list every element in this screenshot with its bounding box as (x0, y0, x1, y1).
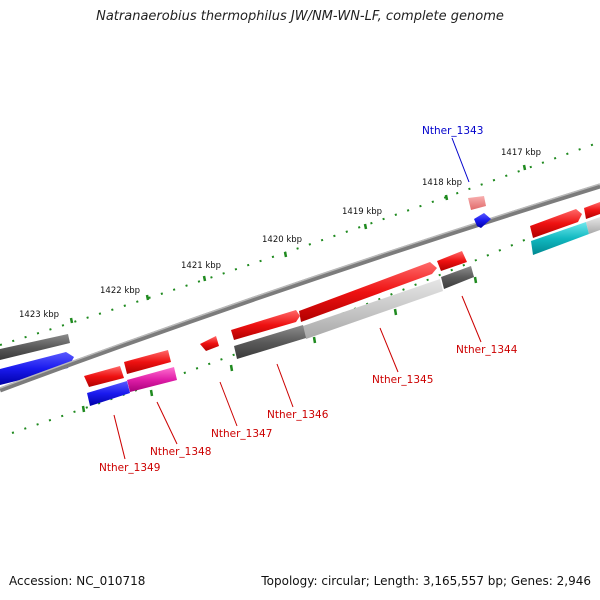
ruler-label: 1417 kbp (501, 148, 541, 158)
tick-in-3 (229, 364, 234, 372)
feature-nther-1346-grey[interactable] (234, 325, 306, 359)
genome-backbone-highlight (0, 183, 600, 389)
feature-nther-1349-blue[interactable] (87, 381, 130, 406)
ruler-major-ticks (69, 164, 527, 413)
accession-label: Accession: NC_010718 (9, 574, 146, 588)
label-leaders (113, 137, 482, 460)
cds-top-right-red-1[interactable] (530, 209, 582, 238)
leader-nther-1346 (276, 363, 294, 408)
feature-nther-1344-grey[interactable] (441, 266, 474, 289)
ruler-label: 1420 kbp (262, 235, 302, 245)
feature-nther-1345-light[interactable] (303, 279, 443, 339)
leader-nther-1344 (461, 295, 482, 343)
gene-labels: Nther_1343 Nther_1344 Nther_1345 Nther_1… (99, 125, 518, 474)
cds-nther-1347-red[interactable] (200, 336, 219, 351)
cds-nther-1343-light-red[interactable] (468, 196, 486, 210)
map-title: Natranaerobius thermophilus JW/NM-WN-LF,… (96, 9, 504, 24)
ruler-label: 1422 kbp (100, 286, 140, 296)
tick-1420 (283, 251, 288, 258)
tick-1422 (145, 294, 150, 301)
leader-nther-1349 (113, 414, 126, 460)
ruler-label: 1421 kbp (181, 261, 221, 271)
feature-top-right-grey[interactable] (586, 217, 600, 234)
cds-nther-1348-red[interactable] (124, 350, 171, 374)
gene-label-nther-1348[interactable]: Nther_1348 (150, 446, 211, 458)
ruler: 1423 kbp 1422 kbp 1421 kbp 1420 kbp 1419… (0, 141, 600, 434)
gene-label-nther-1349[interactable]: Nther_1349 (99, 462, 160, 474)
cds-nther-1346-red[interactable] (231, 310, 300, 340)
tick-1423 (69, 317, 74, 324)
tick-in-6 (473, 276, 478, 284)
feature-nther-1348-magenta[interactable] (127, 367, 177, 392)
cds-nther-1349-red[interactable] (84, 366, 124, 387)
ruler-labels: 1423 kbp 1422 kbp 1421 kbp 1420 kbp 1419… (19, 148, 541, 320)
ruler-label: 1423 kbp (19, 310, 59, 320)
feature-far-left-grey[interactable] (0, 334, 70, 360)
tick-in-5 (393, 308, 398, 316)
leader-nther-1345 (379, 327, 399, 373)
cds-far-left-blue[interactable] (0, 352, 74, 385)
feature-top-right-cyan[interactable] (531, 222, 589, 255)
tick-in-2 (149, 389, 154, 397)
leader-nther-1347 (219, 381, 238, 427)
ruler-label: 1419 kbp (342, 207, 382, 217)
cds-top-right-red-2[interactable] (584, 202, 600, 219)
gene-label-nther-1346[interactable]: Nther_1346 (267, 409, 329, 421)
ruler-label: 1418 kbp (422, 178, 462, 188)
tick-1421 (202, 275, 207, 282)
gene-label-nther-1343[interactable]: Nther_1343 (422, 125, 483, 137)
gene-label-nther-1345[interactable]: Nther_1345 (372, 374, 433, 386)
genome-backbone (0, 183, 600, 393)
leader-nther-1343 (451, 137, 470, 183)
cds-nther-1345-red[interactable] (299, 262, 437, 322)
cds-nther-1344-red[interactable] (437, 251, 467, 271)
cds-nther-1343-blue[interactable] (474, 213, 491, 228)
tick-1418 (444, 194, 449, 201)
genome-summary: Topology: circular; Length: 3,165,557 bp… (261, 574, 591, 588)
leader-nther-1348 (156, 401, 178, 445)
gene-label-nther-1347[interactable]: Nther_1347 (211, 428, 272, 440)
tick-1417 (522, 164, 527, 171)
tick-in-1 (81, 405, 86, 413)
tick-in-4 (312, 336, 317, 344)
gene-label-nther-1344[interactable]: Nther_1344 (456, 344, 518, 356)
tick-1419 (363, 223, 368, 230)
